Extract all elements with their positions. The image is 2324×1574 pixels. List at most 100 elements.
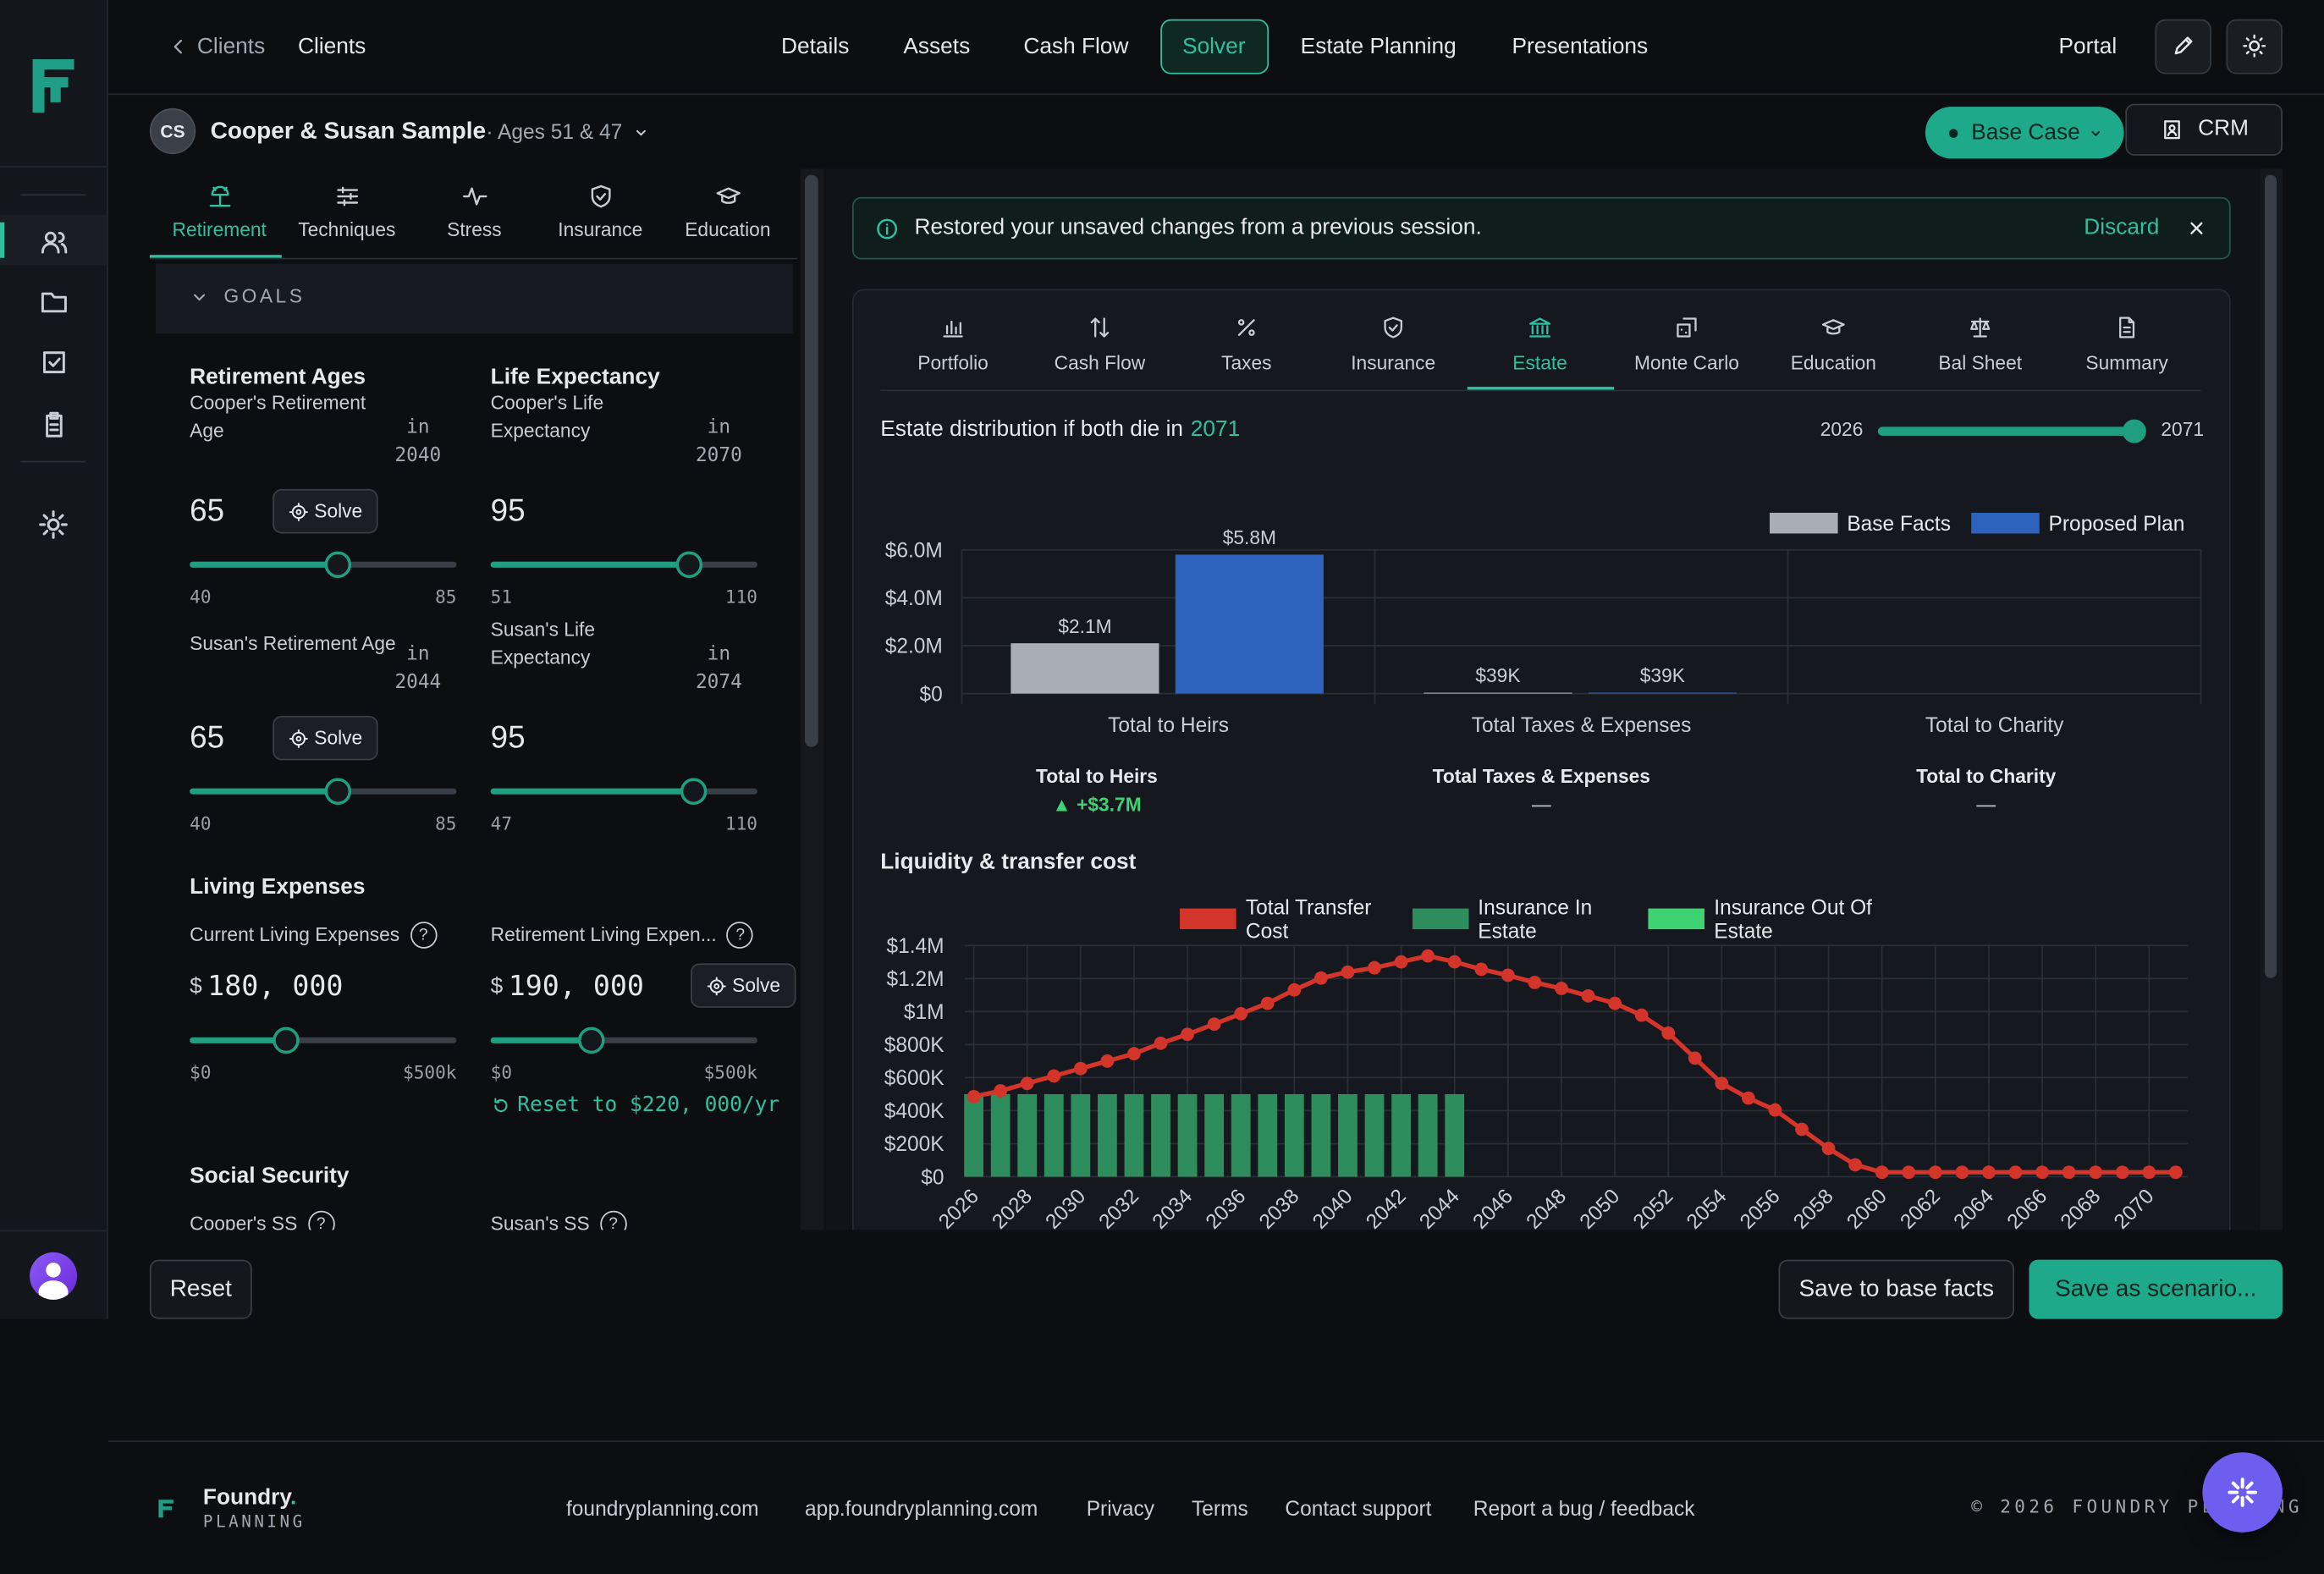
slider-fill xyxy=(190,561,339,568)
edit-button[interactable] xyxy=(2155,19,2211,74)
line-point xyxy=(1875,1165,1889,1180)
icon[interactable] xyxy=(39,348,67,376)
nav-tab[interactable]: Estate Planning xyxy=(1300,34,1457,60)
portal-link[interactable]: Portal xyxy=(2058,34,2117,60)
chart-tab[interactable]: Portfolio xyxy=(917,351,989,374)
left-tab[interactable]: Retirement xyxy=(172,217,267,241)
icon xyxy=(462,186,487,205)
slider-thumb[interactable] xyxy=(578,1026,606,1054)
footer-link[interactable]: app.foundryplanning.com xyxy=(804,1496,1038,1521)
footer-link[interactable]: Terms xyxy=(1192,1496,1248,1521)
help-icon[interactable]: ? xyxy=(410,922,437,949)
nav-tab[interactable]: Cash Flow xyxy=(1023,34,1129,60)
goals-header[interactable] xyxy=(155,263,793,334)
bar xyxy=(1418,1093,1438,1177)
summary-delta: — xyxy=(1976,793,1996,816)
slider-max: $500k xyxy=(703,1062,757,1083)
chart-tab[interactable]: Taxes xyxy=(1221,351,1272,374)
icon xyxy=(706,976,725,995)
icon[interactable] xyxy=(39,509,69,539)
field-year: 2070 xyxy=(695,444,742,468)
icon-path xyxy=(876,217,897,239)
chart-tab[interactable]: Summary xyxy=(2085,351,2168,374)
logo[interactable] xyxy=(30,57,80,116)
chart-tab[interactable]: Bal Sheet xyxy=(1938,351,2023,374)
scenario-pill[interactable] xyxy=(1925,107,2124,159)
slider-thumb[interactable] xyxy=(272,1026,300,1054)
nav-tab[interactable]: Presentations xyxy=(1512,34,1649,60)
nav-tab[interactable]: Solver xyxy=(1182,34,1246,60)
chart-tab[interactable]: Education xyxy=(1790,351,1876,374)
line-point xyxy=(2142,1165,2156,1180)
user-avatar[interactable] xyxy=(30,1252,78,1300)
slider-thumb[interactable] xyxy=(324,551,352,578)
icon-path xyxy=(590,184,610,207)
line-point xyxy=(994,1084,1008,1098)
nav-tab[interactable]: Assets xyxy=(903,34,971,60)
icon-path xyxy=(173,39,182,53)
chart-tab[interactable]: Insurance xyxy=(1351,351,1436,374)
icon xyxy=(876,217,897,239)
amount: 180, 000 xyxy=(207,970,344,1003)
icon xyxy=(2174,36,2193,55)
line-point xyxy=(1287,982,1302,997)
solve-button[interactable] xyxy=(691,963,796,1008)
crm-button[interactable] xyxy=(2125,103,2283,156)
nav-tab[interactable]: Details xyxy=(781,34,850,60)
y-tick-label: $6.0M xyxy=(885,539,943,562)
slider-thumb[interactable] xyxy=(324,778,352,805)
left-tab[interactable]: Education xyxy=(685,217,771,241)
slider-thumb[interactable] xyxy=(675,551,703,578)
client-ages: · Ages 51 & 47 xyxy=(486,119,623,144)
year-slider-thumb[interactable] xyxy=(2122,419,2146,443)
icon xyxy=(2091,130,2101,136)
help-icon[interactable]: ? xyxy=(307,1210,335,1230)
slider-fill xyxy=(190,1037,286,1043)
x-tick-label: Total to Heirs xyxy=(1108,714,1229,737)
icon xyxy=(1384,316,1402,338)
icon[interactable] xyxy=(39,226,67,254)
y-tick-label: $1.4M xyxy=(886,935,944,958)
help-icon[interactable]: ? xyxy=(599,1210,627,1230)
theme-button[interactable] xyxy=(2226,19,2283,74)
footer-link[interactable]: Report a bug / feedback xyxy=(1473,1496,1695,1521)
line-point xyxy=(2115,1165,2129,1180)
save-base-button[interactable] xyxy=(1778,1259,2014,1319)
bar xyxy=(1175,554,1324,694)
line-point xyxy=(1955,1165,1969,1180)
icon xyxy=(1821,319,1845,335)
chart-tab[interactable]: Monte Carlo xyxy=(1633,351,1739,374)
banner-discard[interactable]: Discard xyxy=(2084,214,2160,240)
footer-link[interactable]: Contact support xyxy=(1285,1496,1432,1521)
legend-label: Insurance In Estate xyxy=(1478,894,1593,943)
field-in: in xyxy=(406,416,430,439)
breadcrumb-back[interactable]: Clients xyxy=(196,34,266,60)
icon[interactable] xyxy=(39,410,67,438)
icon-path xyxy=(2091,130,2101,136)
icon[interactable] xyxy=(39,287,67,315)
footer-link[interactable]: foundryplanning.com xyxy=(565,1496,759,1521)
icon-path xyxy=(1677,317,1697,338)
bar xyxy=(1044,1093,1064,1177)
help-icon[interactable]: ? xyxy=(726,922,754,949)
slider-thumb[interactable] xyxy=(680,778,708,805)
chart-tab[interactable]: Estate xyxy=(1512,351,1567,374)
save-scenario-button[interactable] xyxy=(2029,1259,2283,1319)
legend-label: Total Transfer Cost xyxy=(1245,894,1372,943)
chart-tab[interactable]: Cash Flow xyxy=(1054,351,1146,374)
reset-button[interactable] xyxy=(149,1259,252,1319)
icon[interactable] xyxy=(2188,219,2206,237)
footer-link[interactable]: Privacy xyxy=(1086,1496,1155,1521)
left-tab[interactable]: Stress xyxy=(447,217,502,241)
assistant-button[interactable] xyxy=(2202,1452,2283,1533)
year-range-end: 2071 xyxy=(2161,418,2205,441)
reset-link[interactable]: Reset to $220, 000/yr xyxy=(517,1092,780,1117)
solve-label: Solve xyxy=(314,726,363,749)
field-in: in xyxy=(406,643,430,666)
line-point xyxy=(1768,1103,1782,1117)
line-point xyxy=(1902,1165,1916,1180)
slider-min: 47 xyxy=(490,813,512,834)
left-tab[interactable]: Techniques xyxy=(298,217,396,241)
left-tab[interactable]: Insurance xyxy=(558,217,643,241)
field-year: 2044 xyxy=(394,671,442,694)
